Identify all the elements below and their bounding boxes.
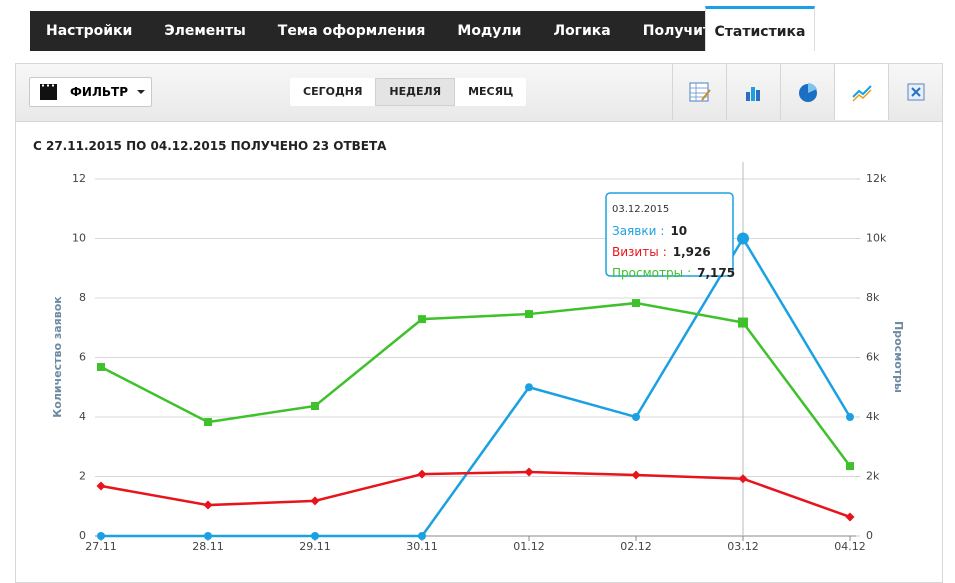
period-group: СЕГОДНЯ НЕДЕЛЯ МЕСЯЦ <box>290 78 527 106</box>
x-tick-label: 28.11 <box>192 540 224 553</box>
y2-tick-label: 12k <box>866 172 887 185</box>
tooltip-series-name: Заявки <box>612 224 656 238</box>
y2-tick-label: 10k <box>866 232 887 245</box>
tooltip-entry: Просмотры:7,175 <box>612 266 735 280</box>
point <box>311 532 319 540</box>
point <box>738 317 748 328</box>
tab[interactable]: Элементы <box>164 23 246 39</box>
page: Настройки Элементы Тема оформления Модул… <box>15 6 943 583</box>
point <box>418 315 426 324</box>
y2-axis-label: Просмотры <box>892 321 905 393</box>
x-tick-label: 27.11 <box>85 540 117 553</box>
point <box>525 310 533 319</box>
point <box>417 469 427 479</box>
y-tick-label: 6 <box>79 351 86 364</box>
table-view[interactable] <box>672 64 726 120</box>
x-tick-label: 04.12 <box>834 540 866 553</box>
tooltip-separator: : <box>687 266 691 280</box>
x-tick-label: 29.11 <box>299 540 331 553</box>
point <box>845 512 855 522</box>
point <box>204 418 212 427</box>
point <box>846 462 854 471</box>
tooltip-title: 03.12.2015 <box>612 204 669 215</box>
bar-view[interactable] <box>726 64 780 120</box>
tooltip-value: 7,175 <box>697 266 735 280</box>
y2-tick-label: 2k <box>866 470 880 483</box>
tooltip-series-name: Просмотры <box>612 266 683 280</box>
tab[interactable]: Тема оформления <box>277 23 426 39</box>
point <box>418 532 426 540</box>
point <box>738 474 748 484</box>
tooltip-value: 10 <box>670 224 687 238</box>
panel: ФИЛЬТР СЕГОДНЯ НЕДЕЛЯ МЕСЯЦ <box>15 63 943 583</box>
view-icons <box>672 64 942 120</box>
y2-tick-label: 4k <box>866 410 880 423</box>
period-button[interactable]: СЕГОДНЯ <box>303 85 363 98</box>
period-button[interactable]: МЕСЯЦ <box>468 85 514 98</box>
point <box>632 413 640 421</box>
tooltip-separator: : <box>660 224 664 238</box>
x-tick-label: 01.12 <box>513 540 545 553</box>
point <box>96 481 106 491</box>
filter-label: ФИЛЬТР <box>70 85 129 99</box>
tab[interactable]: Настройки <box>46 23 133 39</box>
tooltip-box <box>605 192 734 277</box>
y-tick-label: 0 <box>79 529 86 542</box>
x-tick-label: 30.11 <box>406 540 438 553</box>
tab[interactable]: Модули <box>457 23 522 39</box>
y2-tick-label: 8k <box>866 291 880 304</box>
y2-tick-label: 6k <box>866 351 880 364</box>
point <box>97 532 105 540</box>
y-tick-label: 4 <box>79 410 86 423</box>
point <box>311 401 319 410</box>
caret <box>137 90 145 94</box>
x-tick-label: 02.12 <box>620 540 652 553</box>
x-tick-label: 03.12 <box>727 540 759 553</box>
period-button-active[interactable]: НЕДЕЛЯ <box>375 78 456 106</box>
series-line <box>101 236 852 538</box>
line-view[interactable] <box>834 64 888 120</box>
tab-bar: Настройки Элементы Тема оформления Модул… <box>30 6 815 51</box>
y-axis-label: Количество заявок <box>51 296 64 418</box>
point <box>846 413 854 421</box>
point <box>310 496 320 506</box>
point <box>632 299 640 308</box>
chart: Количество заявок Просмотры 0 2 4 6 8 10 12 0 2k… <box>51 162 905 553</box>
y2-tick-label: 0 <box>866 529 873 542</box>
tooltip: 03.12.2015Заявки:10Визиты:1,926Просмотры… <box>605 192 735 280</box>
filter-icon <box>40 84 57 100</box>
summary: С 27.11.2015 ПО 04.12.2015 ПОЛУЧЕНО 23 О… <box>33 139 387 153</box>
excel-export[interactable] <box>888 64 942 120</box>
point <box>204 532 212 540</box>
point <box>203 500 213 510</box>
point <box>97 363 105 372</box>
series-line <box>100 301 852 467</box>
filter-button[interactable]: ФИЛЬТР <box>29 77 152 107</box>
tooltip-value: 1,926 <box>673 245 711 259</box>
tab[interactable]: Логика <box>553 23 611 39</box>
series-line <box>100 470 851 519</box>
tooltip-entry: Визиты:1,926 <box>612 245 711 259</box>
tooltip-series-name: Визиты <box>612 245 659 259</box>
y-tick-label: 8 <box>79 291 86 304</box>
y-tick-label: 2 <box>79 470 86 483</box>
tooltip-entry: Заявки:10 <box>612 224 687 238</box>
y-tick-label: 12 <box>72 172 86 185</box>
point <box>524 467 534 477</box>
toolbar: ФИЛЬТР СЕГОДНЯ НЕДЕЛЯ МЕСЯЦ <box>16 64 942 122</box>
tab-active[interactable]: Статистика <box>705 6 815 51</box>
point <box>525 383 533 392</box>
y-tick-label: 10 <box>72 232 86 245</box>
pie-view[interactable] <box>780 64 834 120</box>
tooltip-separator: : <box>663 245 667 259</box>
point <box>631 470 641 480</box>
point <box>737 232 749 245</box>
